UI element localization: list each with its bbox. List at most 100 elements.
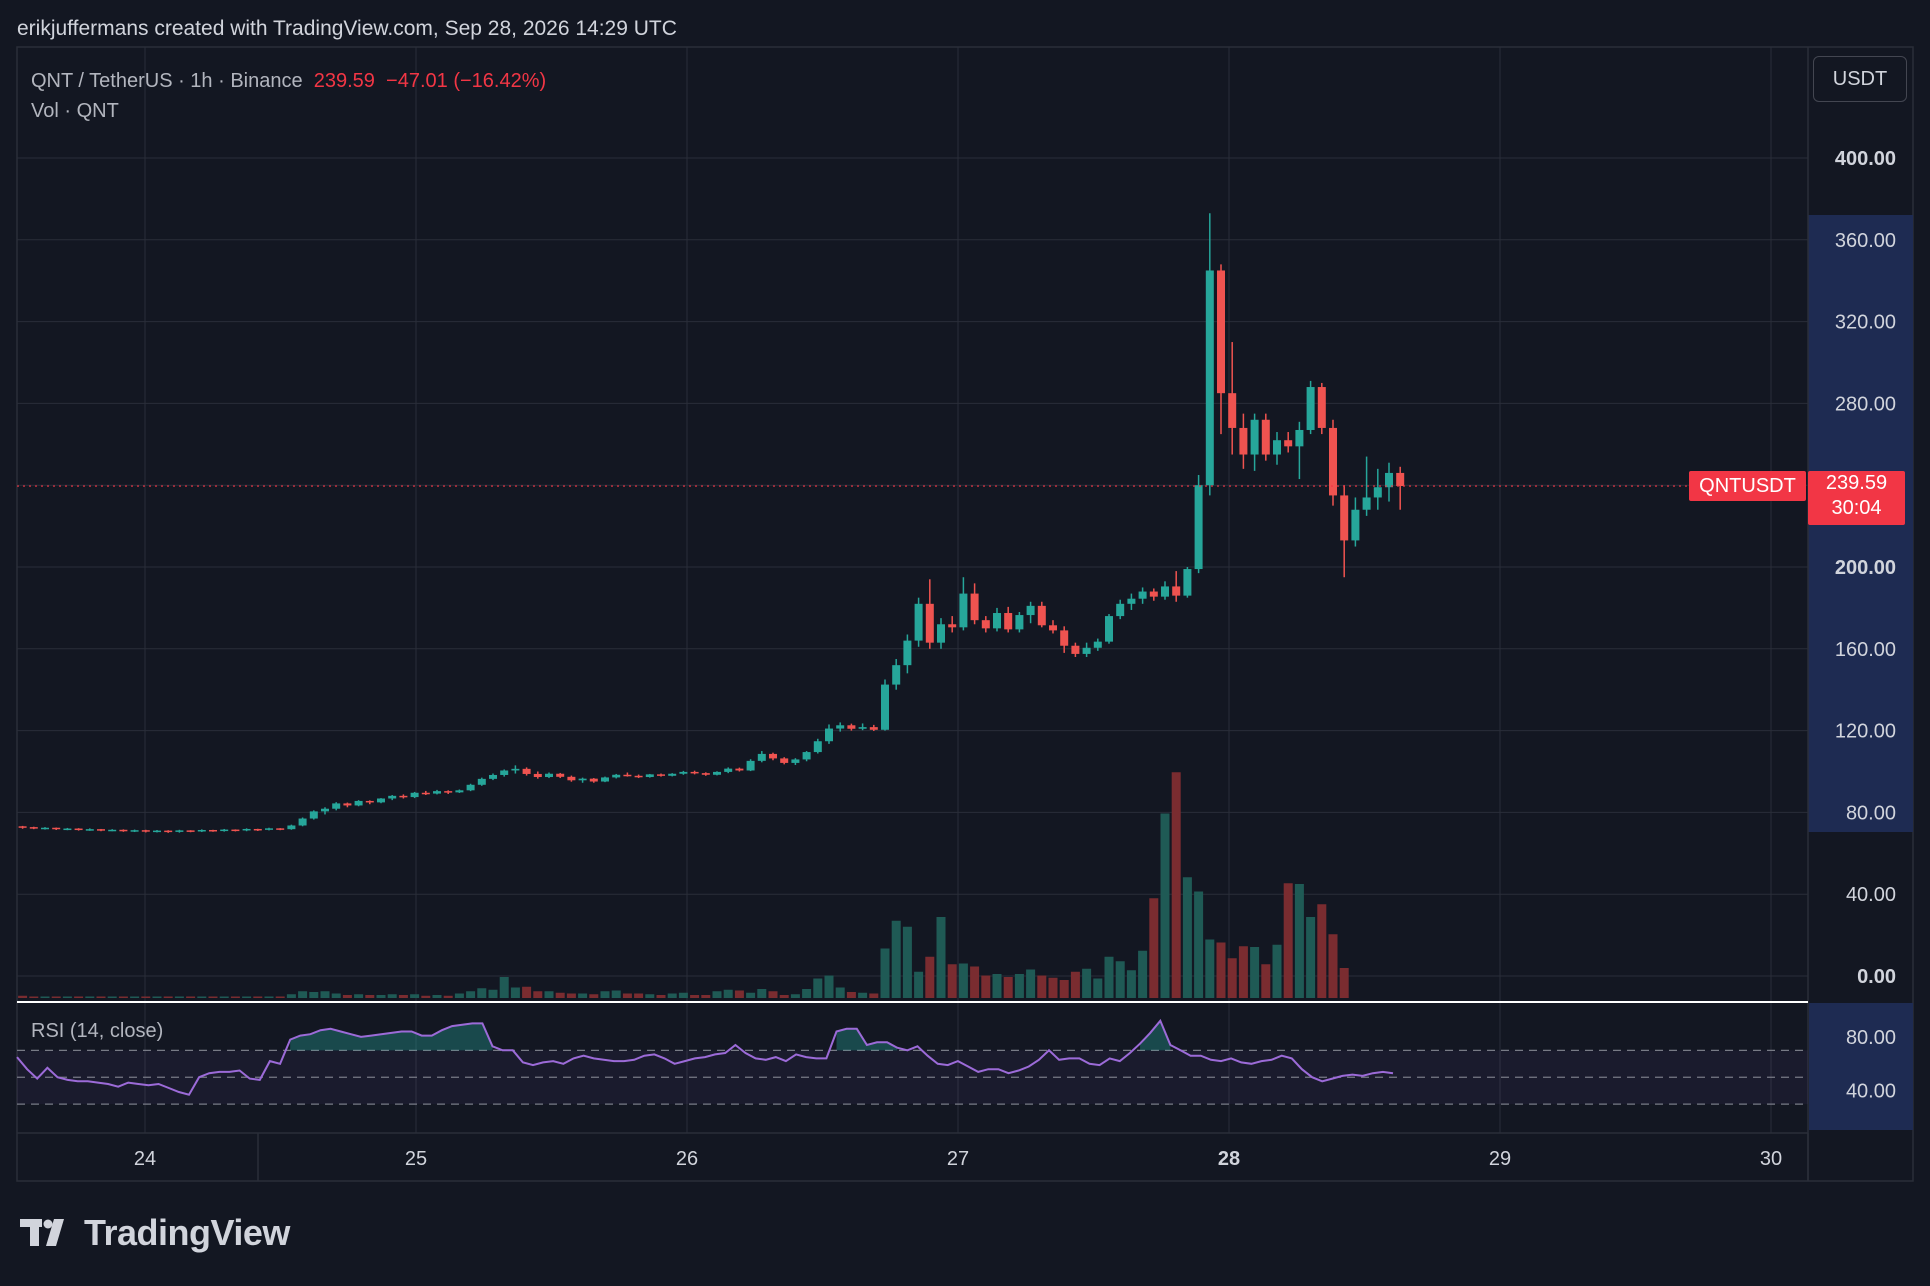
candle-body bbox=[276, 828, 285, 830]
volume-bar bbox=[298, 991, 308, 998]
candle-body bbox=[1138, 591, 1147, 599]
volume-bar bbox=[1216, 942, 1226, 998]
volume-bar bbox=[1261, 964, 1271, 998]
tradingview-logo[interactable]: TradingView bbox=[20, 1212, 290, 1254]
candle-body bbox=[668, 773, 677, 776]
volume-bar bbox=[902, 926, 912, 998]
volume-bar bbox=[600, 991, 610, 998]
candle-body bbox=[309, 811, 318, 819]
candle-body bbox=[589, 778, 598, 782]
volume-bar bbox=[1126, 970, 1136, 998]
currency-button[interactable]: USDT bbox=[1813, 56, 1907, 102]
volume-bar bbox=[398, 995, 408, 998]
candle-body bbox=[1362, 497, 1371, 510]
volume-bar bbox=[634, 993, 644, 998]
candle-body bbox=[1373, 487, 1382, 498]
volume-bar bbox=[365, 995, 375, 998]
volume-bar bbox=[320, 991, 330, 998]
candle-body bbox=[377, 798, 385, 803]
symbol-title[interactable]: QNT / TetherUS · 1h · Binance bbox=[31, 70, 303, 92]
volume-bar bbox=[1048, 977, 1058, 998]
volume-bar bbox=[690, 995, 700, 998]
candle-body bbox=[1082, 647, 1091, 654]
candle-body bbox=[1161, 586, 1169, 597]
volume-bar bbox=[1171, 772, 1181, 998]
candle-body bbox=[937, 624, 945, 643]
volume-bar bbox=[1294, 884, 1304, 998]
candle-body bbox=[231, 829, 240, 832]
candle-body bbox=[388, 795, 397, 799]
chart-attribution: erikjuffermans created with TradingView.… bbox=[17, 17, 677, 40]
candle-body bbox=[354, 800, 363, 806]
candle-body bbox=[533, 773, 542, 778]
candle-body bbox=[1239, 427, 1248, 455]
candle-body bbox=[63, 828, 72, 831]
volume-bar bbox=[925, 956, 935, 998]
volume-bar bbox=[96, 996, 106, 998]
rsi-legend[interactable]: RSI (14, close) bbox=[31, 1020, 164, 1042]
time-axis-labels: 24 25 26 27 28 29 30 bbox=[134, 1148, 1782, 1170]
candle-body bbox=[1194, 485, 1203, 570]
volume-bar bbox=[1115, 961, 1125, 998]
time-axis-label: 24 bbox=[134, 1148, 156, 1170]
candle-body bbox=[1172, 586, 1181, 596]
candle-body bbox=[556, 773, 565, 777]
candle-body bbox=[981, 620, 990, 629]
volume-bar bbox=[589, 994, 599, 998]
candlesticks bbox=[18, 213, 1405, 833]
candle-body bbox=[186, 830, 195, 832]
candle-body bbox=[29, 827, 38, 829]
volume-bar bbox=[1093, 978, 1103, 998]
candle-body bbox=[343, 803, 352, 806]
candle-body bbox=[399, 795, 408, 798]
candle-body bbox=[175, 830, 184, 832]
grid-lines bbox=[17, 47, 1808, 1133]
candle-body bbox=[634, 775, 643, 778]
candle-body bbox=[813, 741, 822, 753]
candle-body bbox=[455, 790, 464, 793]
volume-bar bbox=[790, 994, 800, 998]
volume-bar bbox=[387, 994, 397, 998]
volume-bar bbox=[1082, 968, 1092, 998]
volume-bar bbox=[264, 996, 274, 998]
price-axis-labels: 400.00 360.00 320.00 280.00 200.00 160.00 120.… bbox=[1835, 148, 1896, 988]
volume-bar bbox=[1205, 939, 1215, 998]
candle-body bbox=[657, 774, 665, 776]
volume-bar bbox=[1059, 980, 1069, 998]
candle-body bbox=[1015, 615, 1024, 630]
volume-bar bbox=[701, 995, 711, 998]
volume-bar bbox=[40, 996, 50, 998]
volume-bar bbox=[880, 948, 890, 998]
volume-bar bbox=[29, 996, 39, 998]
volume-bar bbox=[723, 989, 733, 998]
volume-bar bbox=[1272, 944, 1282, 998]
volume-bar bbox=[622, 993, 632, 998]
price-axis-label: 120.00 bbox=[1835, 721, 1896, 743]
candle-body bbox=[701, 773, 710, 775]
volume-bar bbox=[309, 992, 319, 998]
candle-body bbox=[265, 828, 273, 830]
candle-body bbox=[1004, 613, 1013, 630]
candle-body bbox=[410, 792, 419, 798]
volume-bar bbox=[835, 987, 845, 998]
volume-bar bbox=[208, 996, 218, 998]
volume-bar bbox=[118, 996, 128, 998]
candle-body bbox=[1217, 270, 1225, 394]
candle-body bbox=[1250, 419, 1259, 455]
time-axis-label: 25 bbox=[405, 1148, 427, 1170]
candle-body bbox=[421, 792, 430, 795]
rsi-axis-label: 80.00 bbox=[1846, 1027, 1896, 1049]
candle-body bbox=[1183, 569, 1192, 596]
volume-bar bbox=[186, 996, 196, 998]
candle-body bbox=[153, 830, 161, 833]
candle-body bbox=[679, 771, 688, 774]
volume-bar bbox=[477, 988, 487, 998]
volume-bar bbox=[62, 996, 72, 998]
candle-body bbox=[1385, 472, 1393, 488]
volume-bar bbox=[947, 964, 957, 998]
volume-legend[interactable]: Vol · QNT bbox=[31, 100, 119, 122]
candle-body bbox=[892, 665, 901, 685]
volume-bars bbox=[18, 772, 1349, 998]
candle-body bbox=[601, 777, 609, 782]
